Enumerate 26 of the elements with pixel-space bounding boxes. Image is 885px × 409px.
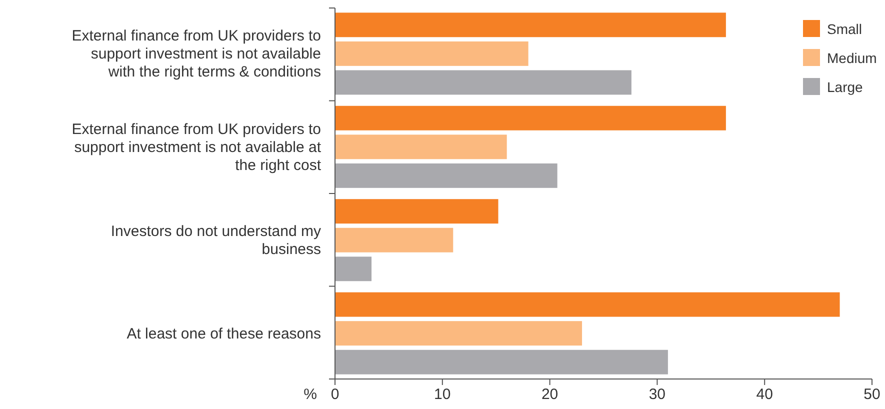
bar xyxy=(335,199,498,224)
x-axis-title: % xyxy=(304,386,317,403)
legend-label: Medium xyxy=(827,50,877,66)
x-tick-label: 0 xyxy=(330,386,340,403)
bar xyxy=(335,70,632,95)
bar xyxy=(335,106,726,130)
legend-label: Small xyxy=(827,21,862,37)
legend-label: Large xyxy=(827,79,864,95)
bar xyxy=(335,228,454,252)
bar xyxy=(335,163,558,188)
y-tick-label: Investors do not understand my business xyxy=(110,223,322,258)
bar xyxy=(335,292,840,317)
y-tick-label: External finance from UK providers to support investment is not available at the right cost xyxy=(72,120,322,174)
bar xyxy=(335,350,668,374)
bar xyxy=(335,134,507,160)
x-tick-label: 10 xyxy=(434,386,451,403)
bar xyxy=(335,41,528,66)
bar xyxy=(335,12,726,38)
y-tick-label: External finance from UK providers to support investment is not available with the right terms & conditions xyxy=(72,28,321,81)
x-tick-label: 40 xyxy=(756,386,773,403)
x-tick-label: 30 xyxy=(648,386,666,403)
bar xyxy=(335,256,372,282)
y-tick-label: At least one of these reasons xyxy=(126,325,321,342)
x-tick-label: 50 xyxy=(864,386,880,403)
x-tick-label: 20 xyxy=(541,386,558,403)
bar xyxy=(335,321,582,346)
